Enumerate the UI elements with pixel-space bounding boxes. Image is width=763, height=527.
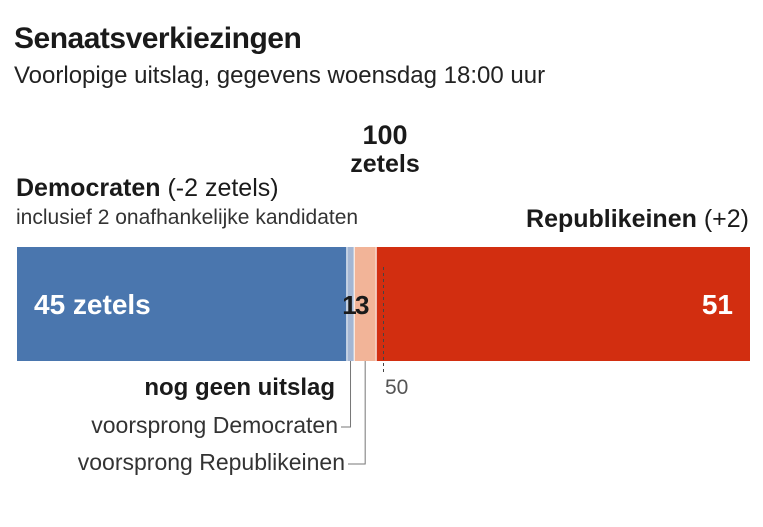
leader-line-rep-lead — [348, 361, 366, 465]
legend-dem-lead: voorsprong Democraten — [91, 412, 338, 438]
bar-segment-democrats — [17, 247, 347, 361]
democrats-label: Democraten (-2 zetels) — [16, 174, 279, 203]
democrats-change: (-2 zetels) — [167, 174, 279, 202]
leader-line-dem-lead — [341, 361, 352, 428]
bar-label-rep-lead: 3 — [355, 290, 369, 320]
bar-label-dem-lead: 1 — [342, 290, 356, 320]
bar-label-republicans: 51 — [702, 289, 733, 320]
majority-label: 50 — [385, 376, 409, 399]
democrats-note: inclusief 2 onafhankelijke kandidaten — [16, 206, 359, 229]
total-seats-number: 100 — [362, 120, 408, 150]
legend-rep-lead: voorsprong Republikeinen — [77, 449, 345, 475]
bar-segment-dem-lead — [346, 247, 355, 361]
legend-heading: nog geen uitslag — [144, 374, 335, 401]
chart-title: Senaatsverkiezingen — [14, 22, 302, 55]
republicans-label: Republikeinen (+2) — [526, 205, 749, 234]
republicans-name: Republikeinen — [526, 205, 697, 233]
bar-segment-rep-lead — [354, 247, 377, 361]
republicans-change: (+2) — [703, 205, 749, 233]
bar-label-democrats: 45 zetels — [34, 289, 151, 320]
total-seats-unit: zetels — [350, 150, 420, 178]
bar-segment-republicans — [376, 247, 750, 361]
democrats-name: Democraten — [16, 174, 161, 202]
chart-subtitle: Voorlopige uitslag, gegevens woensdag 18… — [14, 62, 546, 89]
